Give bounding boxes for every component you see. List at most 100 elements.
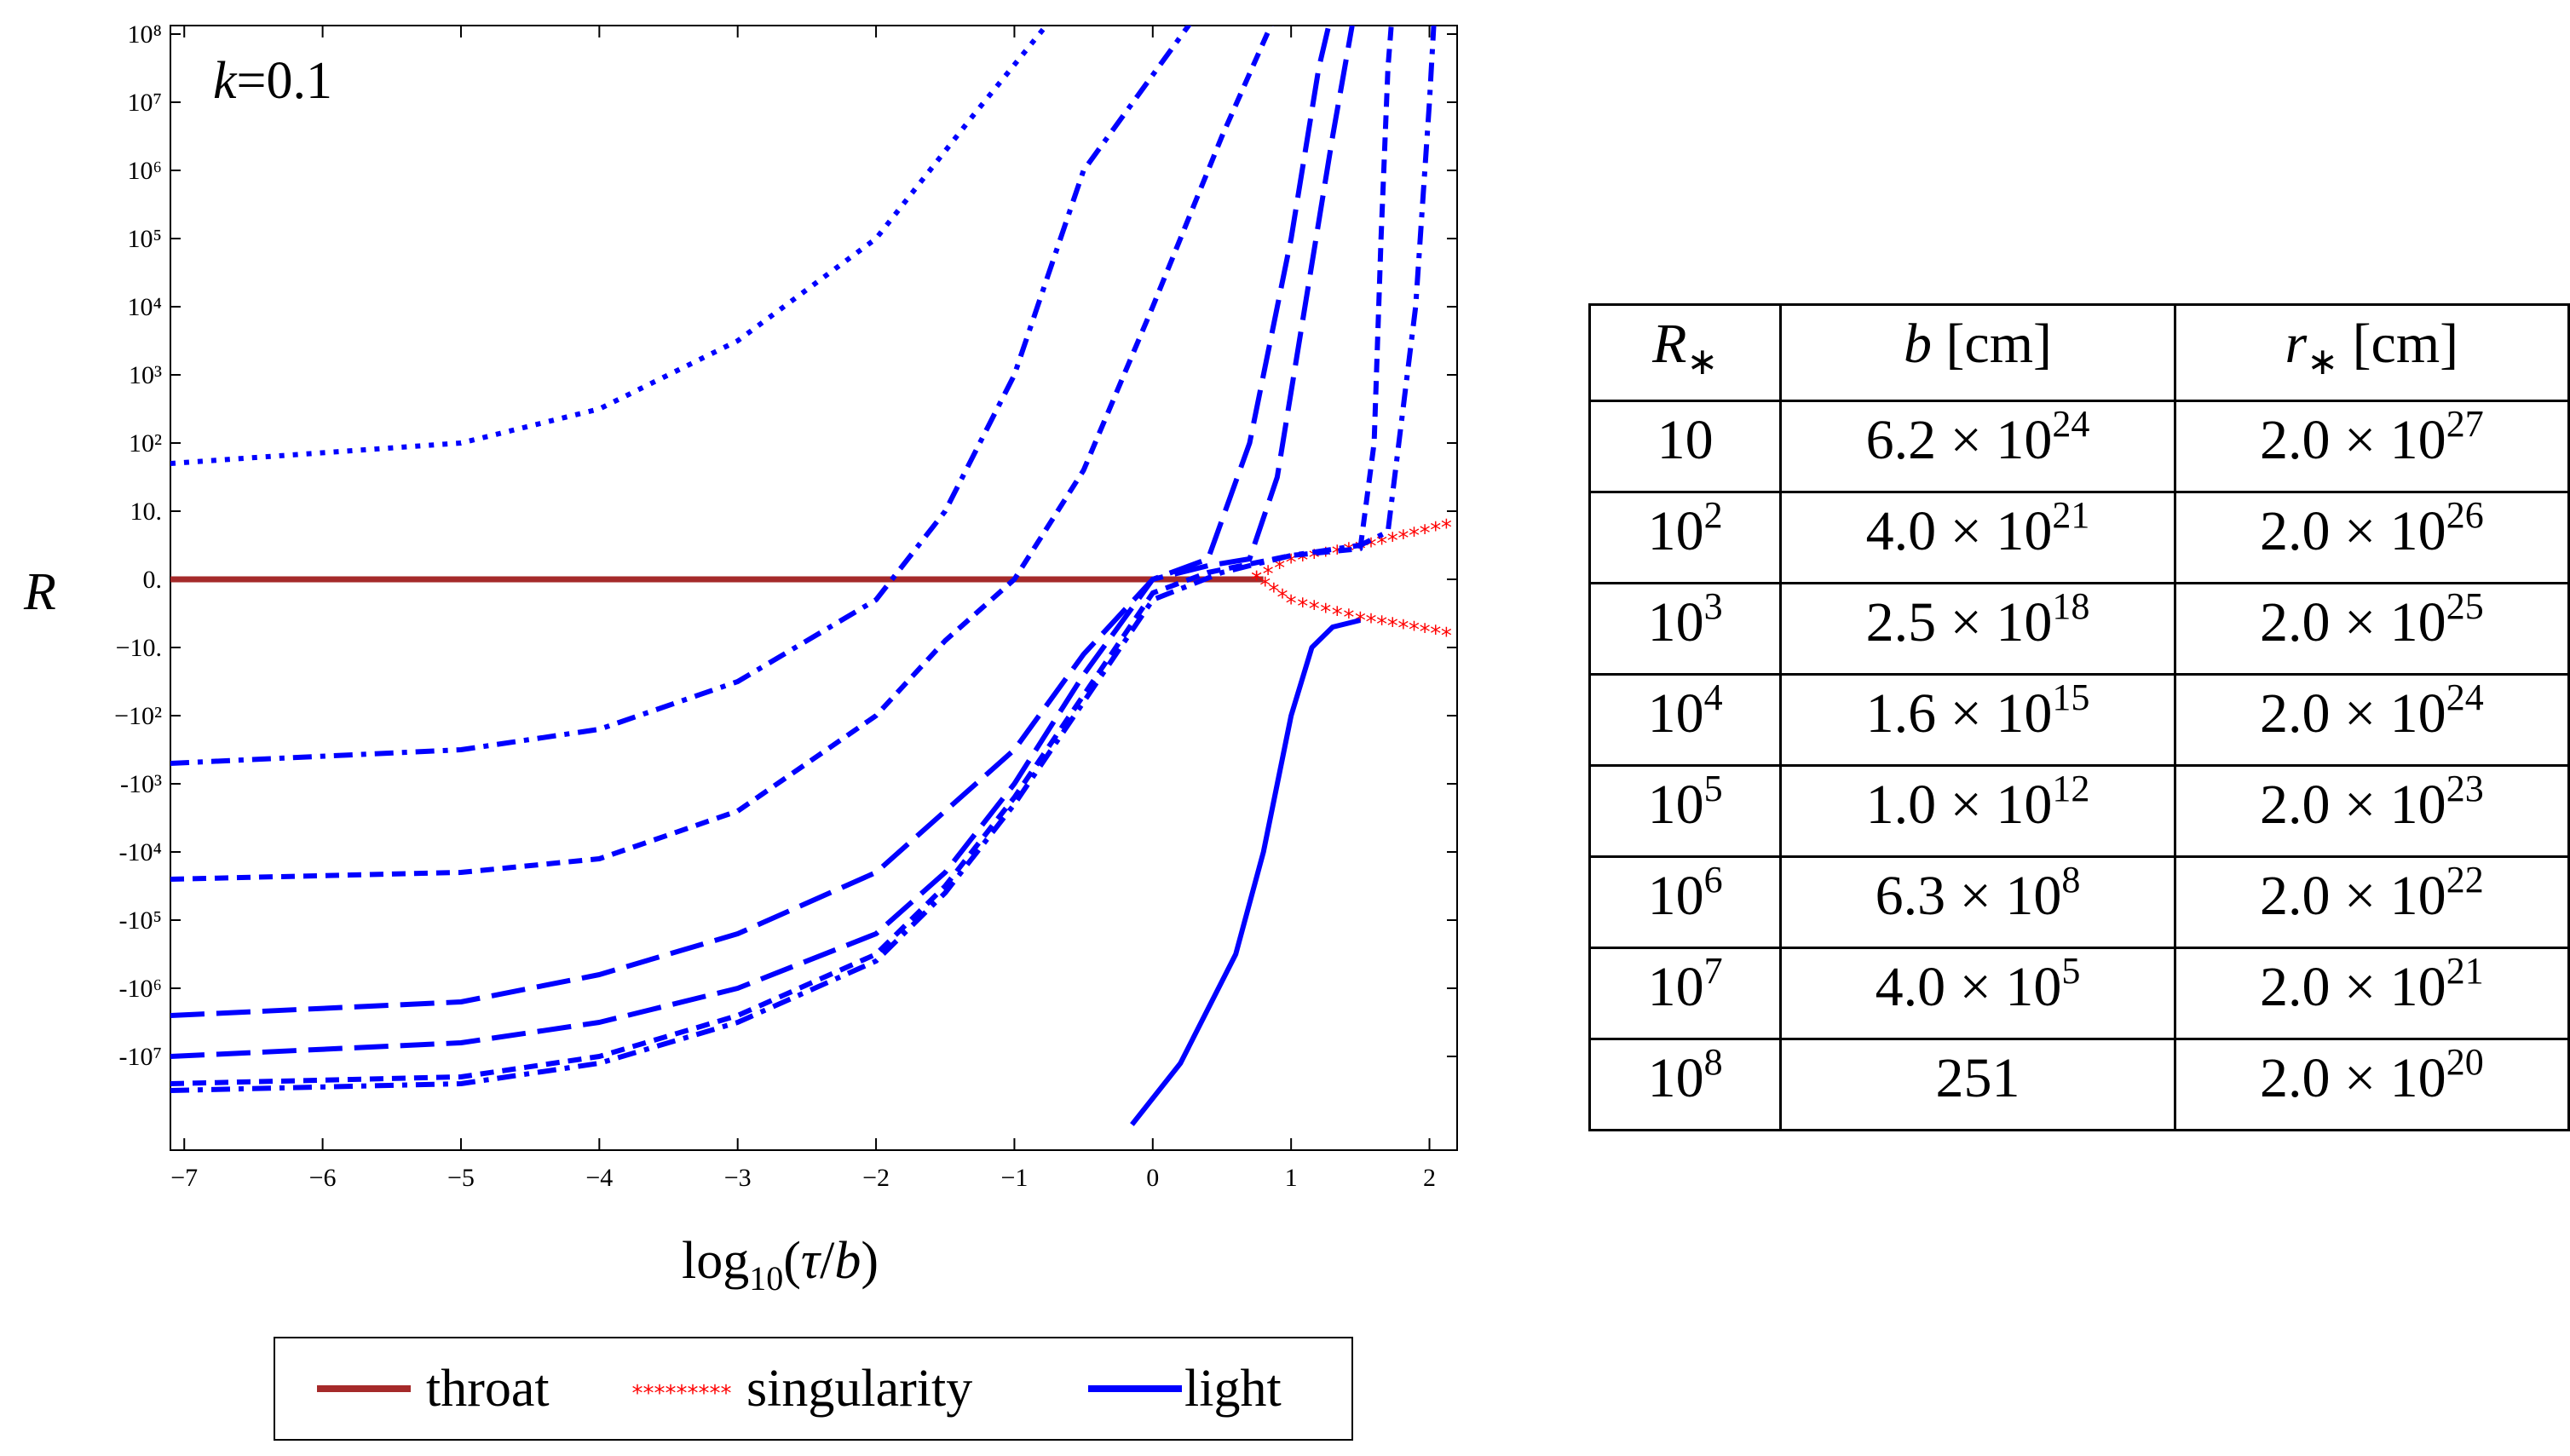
singularity-marker: *: [1274, 556, 1285, 582]
light-series-line: [1130, 618, 1362, 1126]
y-tick-label: 0.: [143, 566, 163, 594]
table-row: 106 6.3 × 108 2.0 × 1022: [1588, 855, 2570, 949]
singularity-marker: *: [1343, 606, 1354, 631]
legend-singularity-marker: *: [710, 1381, 721, 1407]
table-cell: 1.6 × 1015: [1779, 673, 2176, 767]
table-cell: 2.0 × 1020: [2173, 1038, 2570, 1131]
legend-singularity-marker: *: [666, 1381, 677, 1407]
legend-throat-label: throat: [426, 1360, 550, 1418]
x-axis-label: log10(τ/b): [682, 1232, 879, 1298]
light-series-line: [170, 26, 1192, 766]
table-row: 10 6.2 × 1024 2.0 × 1027: [1588, 400, 2570, 493]
table-cell: 4.0 × 105: [1779, 947, 2176, 1040]
y-tick-label: 10⁷: [128, 89, 162, 117]
x-axis-ticks: −7 −6 −5 −4 −3 −2 −1 0 1 2: [170, 26, 1436, 1192]
singularity-marker: *: [1387, 529, 1398, 555]
singularity-marker: *: [1441, 624, 1452, 649]
singularity-marker: *: [1409, 618, 1420, 643]
y-tick-label: −10.: [116, 634, 162, 662]
table-cell: 6.2 × 1024: [1779, 400, 2176, 493]
light-series-line: [170, 26, 1332, 1018]
y-tick-label: -10⁷: [119, 1043, 162, 1071]
x-tick-label: −4: [585, 1164, 613, 1192]
table-cell: 2.0 × 1024: [2173, 673, 2570, 767]
y-axis-ticks: 10⁸ 10⁷ 10⁶ 10⁵ 10⁴ 10³ 10² 10. 0. −10. −10² -10³ -1…: [114, 20, 1457, 1071]
legend-singularity-marker: *: [688, 1381, 699, 1407]
y-tick-label: 10²: [129, 429, 162, 458]
legend-singularity-marker: *: [643, 1381, 654, 1407]
legend-singularity-marker: *: [699, 1381, 710, 1407]
table-cell: 107: [1588, 947, 1783, 1040]
legend-light-label: light: [1184, 1360, 1282, 1418]
y-tick-label: 10³: [129, 361, 162, 389]
singularity-marker: *: [1268, 579, 1279, 605]
legend-singularity-marker: *: [632, 1381, 643, 1407]
table-row: 103 2.5 × 1018 2.0 × 1025: [1588, 582, 2570, 676]
light-series-line: [170, 26, 1274, 882]
table-cell: 105: [1588, 764, 1783, 858]
series-layer: * * * * * * * * * * * * * * * * * ****** * * * * * * * * * * * * * *: [170, 26, 1452, 1126]
singularity-series: * * * * * * * * * * * * * * * * * *: [1251, 515, 1452, 593]
x-tick-label: −6: [309, 1164, 337, 1192]
x-tick-label: 0: [1146, 1164, 1159, 1192]
legend-singularity-marker: *: [721, 1381, 732, 1407]
table-cell: 2.5 × 1018: [1779, 582, 2176, 676]
table-cell: 1.0 × 1012: [1779, 764, 2176, 858]
singularity-marker: *: [1397, 527, 1409, 552]
y-tick-label: 10⁵: [128, 225, 162, 253]
table-cell: 2.0 × 1027: [2173, 400, 2570, 493]
x-tick-label: −7: [170, 1164, 198, 1192]
y-tick-label: -10⁶: [119, 975, 162, 1003]
legend-singularity-marker: *: [654, 1381, 666, 1407]
singularity-marker: *: [1376, 612, 1387, 637]
y-tick-label: -10⁴: [119, 838, 162, 866]
table-cell: 102: [1588, 491, 1783, 584]
table-cell: 2.0 × 1022: [2173, 855, 2570, 949]
y-axis-label: R: [23, 563, 56, 621]
x-tick-label: 2: [1423, 1164, 1436, 1192]
k-annotation: k=0.1: [213, 52, 332, 110]
table-cell: 2.0 × 1023: [2173, 764, 2570, 858]
singularity-marker: *: [1251, 567, 1262, 593]
table-cell: 6.3 × 108: [1779, 855, 2176, 949]
table-cell: 108: [1588, 1038, 1783, 1131]
light-series-line: [170, 26, 1437, 1093]
y-tick-label: −10²: [114, 702, 162, 730]
y-tick-label: 10⁸: [128, 20, 162, 49]
singularity-marker: *: [1365, 534, 1376, 560]
table-header-cell: R∗: [1588, 303, 1783, 402]
table-cell: 4.0 × 1021: [1779, 491, 2176, 584]
singularity-marker: *: [1387, 614, 1398, 640]
light-series-line: [170, 26, 1355, 1059]
singularity-series: ***** * * * * * * * * * * * * * *: [1251, 567, 1452, 649]
light-series-line: [170, 26, 1394, 1086]
singularity-marker: *: [1251, 567, 1262, 593]
singularity-marker: *: [1441, 515, 1452, 541]
table-row: 108 251 2.0 × 1020: [1588, 1038, 2570, 1131]
singularity-marker: *: [1332, 541, 1343, 567]
singularity-marker: *: [1297, 594, 1308, 619]
table-cell: 106: [1588, 855, 1783, 949]
singularity-marker: *: [1420, 619, 1431, 645]
parameter-table: R∗ b [cm] r∗ [cm] 10 6.2 × 1024 2.0 × 1027 10…: [1588, 303, 2570, 1131]
x-tick-label: −5: [447, 1164, 475, 1192]
table-header-row: R∗ b [cm] r∗ [cm]: [1588, 303, 2570, 402]
table-cell: 103: [1588, 582, 1783, 676]
singularity-marker: *: [1277, 585, 1288, 611]
table-cell: 2.0 × 1026: [2173, 491, 2570, 584]
singularity-marker: *: [1409, 523, 1420, 549]
plot-frame: [170, 25, 1458, 1151]
table-cell: 2.0 × 1021: [2173, 947, 2570, 1040]
table-header-cell: b [cm]: [1779, 303, 2176, 402]
singularity-marker: *: [1332, 602, 1343, 628]
singularity-marker: *: [1430, 518, 1441, 544]
singularity-marker: *: [1286, 591, 1297, 617]
legend-singularity-marker: *: [677, 1381, 688, 1407]
singularity-marker: *: [1259, 573, 1271, 599]
x-tick-label: −2: [862, 1164, 890, 1192]
x-tick-label: −3: [724, 1164, 752, 1192]
table-cell: 251: [1779, 1038, 2176, 1131]
legend-singularity-label: singularity: [746, 1360, 972, 1418]
y-tick-label: -10⁵: [119, 906, 162, 935]
